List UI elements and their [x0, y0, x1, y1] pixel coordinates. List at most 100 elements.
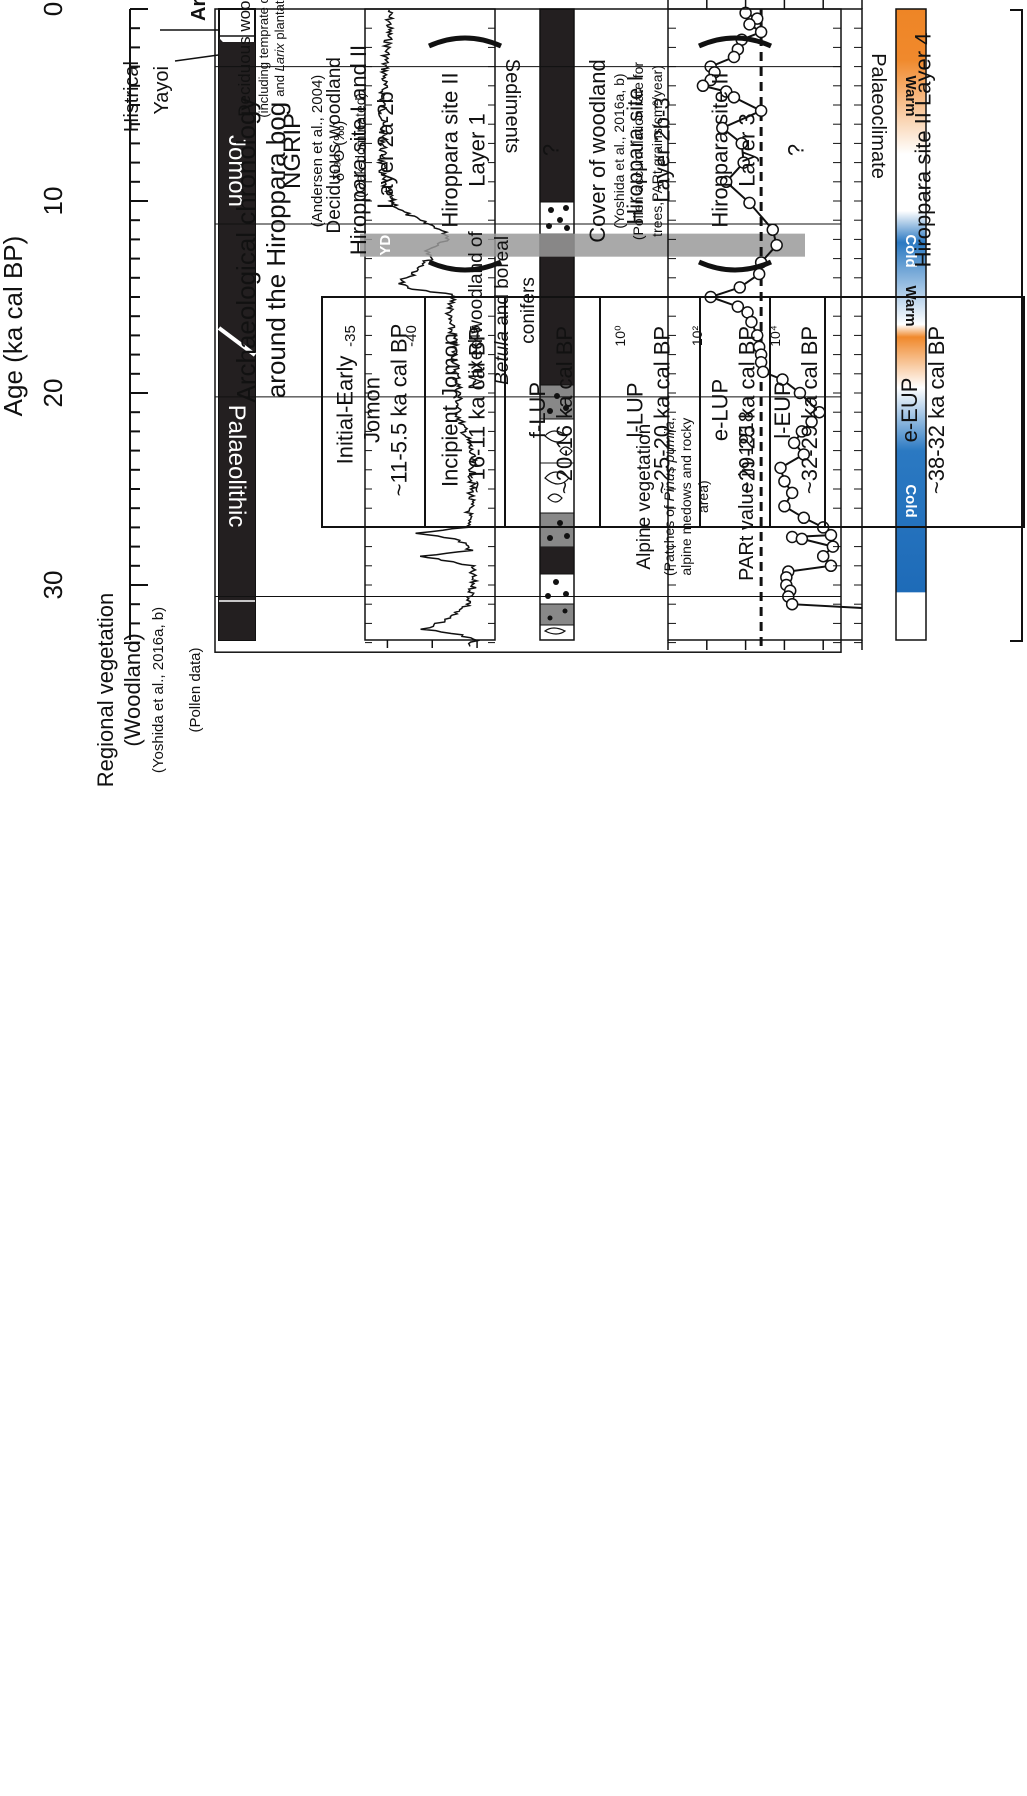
chron-table-title-1: Archaeological chronology: [231, 98, 261, 403]
cold-label-1: Cold: [902, 234, 919, 267]
chron-site-4-line-1: Hiroppara site I: [623, 75, 648, 224]
chron-site-1-line-1: Hiroppara site I and II: [346, 45, 371, 255]
ngrip-column: NGRIP (Andersen et al., 2004) δ¹⁸O (‰) -…: [279, 8, 496, 648]
part-data-point: [816, 549, 830, 563]
part-data-point: [785, 486, 799, 500]
chron-period-3-line-2: ~20-16 ka cal BP: [552, 326, 577, 494]
sediment-dark-mid: [540, 547, 574, 574]
part-data-point: [795, 532, 809, 546]
chron-site-paren-top: [427, 35, 503, 49]
chron-period-1-line-2: Jomon: [360, 377, 385, 443]
chron-site-6-line-1: ?: [784, 144, 809, 156]
ngrip-citation: (Andersen et al., 2004): [309, 75, 326, 228]
vegetation-title-1: Regional vegetation: [93, 593, 118, 787]
part-data-point: [756, 365, 770, 379]
part-data-point: [797, 511, 811, 525]
part-1918-reference-label: PARt value in 1918: [736, 411, 758, 581]
chron-period-2-line-1: Incipient Jomon: [438, 333, 463, 487]
yd-label: YD: [377, 235, 394, 256]
histrical-label: Histrical: [121, 61, 143, 132]
part-data-point: [787, 436, 801, 450]
part-data-point: [797, 448, 811, 461]
chron-period-6-line-2: ~32-29 ka cal BP: [797, 326, 822, 494]
veg-zone2-main: Deciduous woodland: [324, 57, 345, 233]
archaeological-chronology-column: Archaeological chronology Histrical Yayo…: [121, 0, 257, 641]
regional-vegetation: [214, 8, 842, 653]
part-data-point: [743, 196, 756, 210]
jomon-label: Jomon: [223, 135, 250, 207]
chron-table-title-2: around the Hiroppara bog: [261, 102, 291, 398]
chron-period-1-line-1: Initial-Early: [333, 356, 358, 465]
part-data-point: [793, 386, 807, 400]
part-data-point: [778, 500, 791, 513]
veg-zone4-sub2: alpine medows and rocky: [678, 418, 694, 576]
age-tick-0: 0: [38, 2, 68, 16]
part-data-point: [805, 415, 818, 429]
yayoi-label: Yayoi: [151, 66, 173, 115]
veg-zone1-main: Deciduous woodland: [235, 0, 254, 117]
part-data-point: [731, 300, 745, 313]
veg-zone4-sub3: area): [695, 480, 711, 513]
chron-site-3-line-1: ?: [539, 144, 564, 156]
warm-label-1: Warm: [902, 75, 919, 116]
age-axis: 0 10 20 30 Age (ka cal BP): [0, 2, 1023, 644]
chron-site-5-line-2: Layer 3: [735, 113, 760, 186]
jomon-wedge: [219, 38, 255, 80]
palaeolithic-label: Palaeolithic: [223, 405, 250, 528]
age-tick-10: 10: [38, 187, 68, 216]
palaeoclimate-bar: [895, 8, 927, 641]
part-data-point: [776, 373, 789, 386]
veg-zone1-sub2: and Larix plantation): [272, 0, 287, 97]
chron-site-paren-bottom: [427, 259, 503, 273]
veg-zone3-line3: conifers: [518, 277, 539, 344]
right-bracket: [1010, 9, 1023, 642]
part-data-point: [719, 175, 733, 189]
chron-period-4-line-2: ~25-20 ka cal BP: [650, 326, 675, 494]
ngrip-tick-35: -35: [342, 325, 359, 347]
part-data-point: [733, 281, 747, 294]
jomon-palaeolithic-divider: [217, 326, 257, 357]
chron-site-5-line-1: Hiroppara site II: [708, 72, 733, 227]
chron-period-5-line-2: ~29-25 ka cal BP: [735, 326, 760, 494]
woodland-tick-1e0: 10⁰: [612, 325, 628, 347]
vegetation-title-2: (Woodland): [120, 633, 145, 746]
chron-period-1-line-3: ~11-5.5 ka cal BP: [387, 324, 412, 497]
veg-zone4-main: Alpine vegetation: [634, 424, 655, 570]
chron-site-2-line-1: Hiroppara site II: [438, 72, 463, 227]
chron-site-4-line-2: Layer 2b-3: [650, 97, 675, 202]
veg-zone4-sub1: (Patches of Pinus pumila,: [661, 417, 677, 576]
chronology-table: [321, 35, 1025, 528]
chron-site-paren-top: [697, 35, 773, 49]
part-data-point: [716, 121, 729, 135]
part-data-point: [745, 315, 758, 329]
chron-site-7-line-1: Hiroppara site II Layer 4: [911, 33, 936, 268]
chron-site-1-line-2: Layer 2a-2b: [373, 91, 398, 208]
part-data-point: [778, 475, 791, 488]
sediments-title: Sediments: [501, 59, 523, 154]
ngrip-tick-40: -40: [403, 325, 420, 347]
warm-label-2: Warm: [902, 285, 919, 326]
age-tick-30: 30: [38, 571, 68, 600]
palaeoclimate-column: Palaeoclimate Warm Cold Warm Cold: [867, 8, 927, 641]
vegetation-source: (Pollen data): [187, 647, 204, 732]
part-data-point: [824, 528, 838, 542]
age-axis-label: Age (ka cal BP): [0, 236, 28, 417]
part-data-point: [774, 461, 787, 475]
part-data-point: [739, 6, 752, 20]
chron-period-7-line-2: ~38-32 ka cal BP: [924, 326, 949, 494]
part-series-points: [696, 6, 840, 611]
sediment-clasts: [543, 430, 573, 635]
sediment-texture: [545, 393, 570, 621]
part-data-point: [770, 238, 783, 252]
vegetation-frame: [214, 8, 842, 653]
woodland-column: Cover of woodland (Yoshida et al., 2016a…: [585, 0, 863, 650]
veg-zone1-sub1: (including temprate conifers: [256, 0, 271, 118]
part-data-point: [735, 137, 748, 150]
part-data-point: [785, 597, 799, 611]
chron-site-paren-bottom: [697, 259, 773, 273]
ngrip-title: NGRIP: [279, 113, 306, 189]
